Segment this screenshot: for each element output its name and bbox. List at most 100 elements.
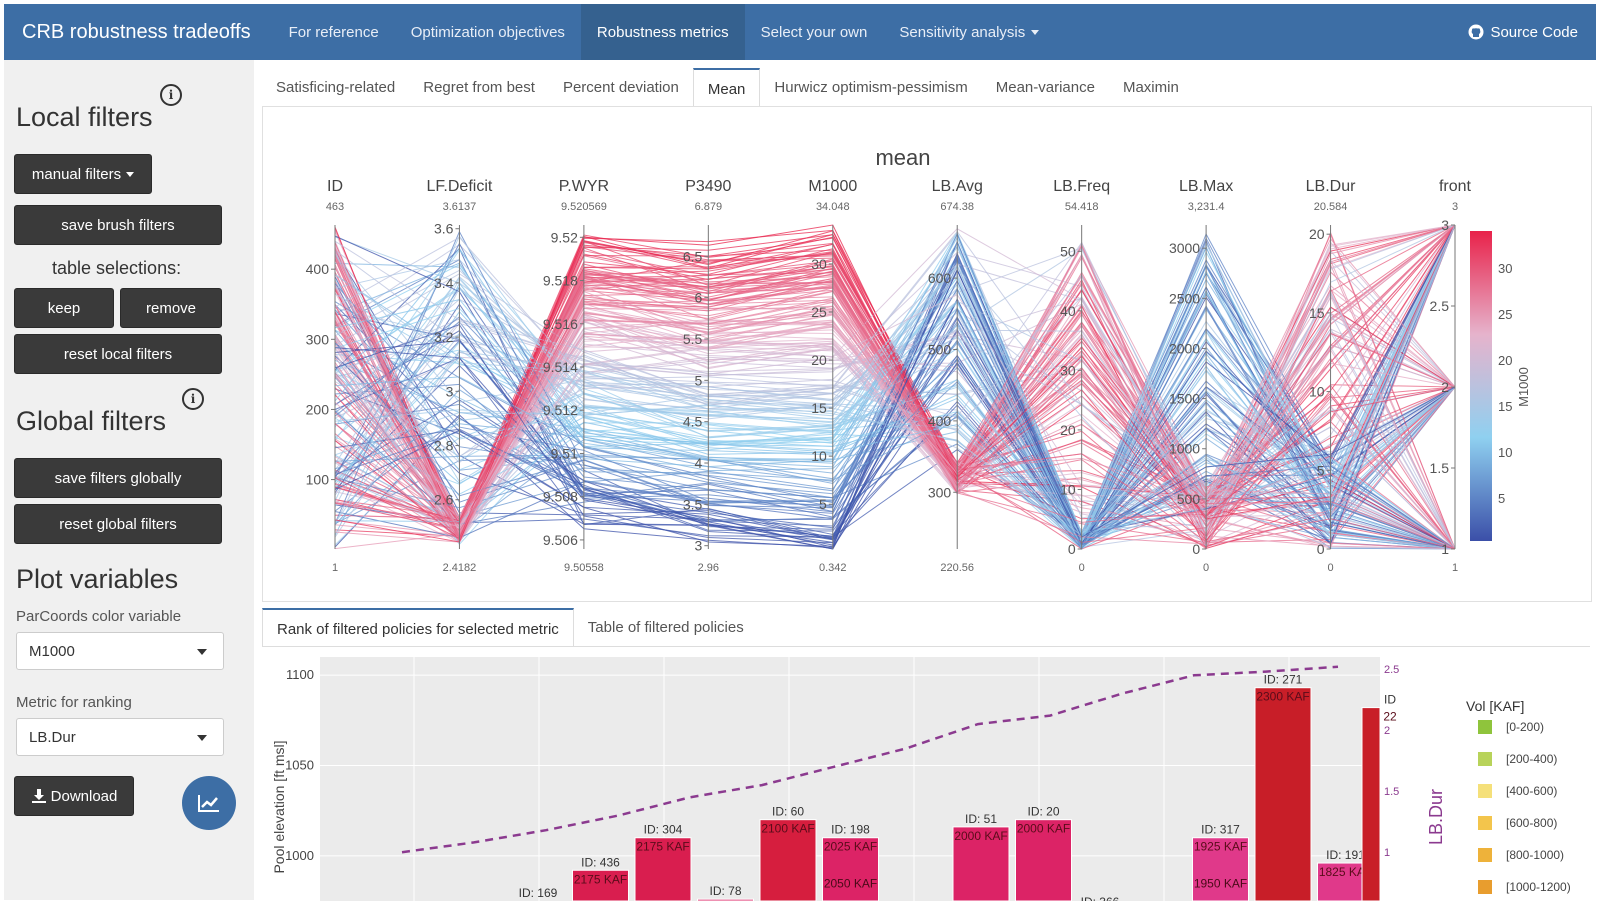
rank-bar-chart[interactable]: 1000 1050 1100 Pool elevation [ft msl] ID: 1… — [262, 647, 1462, 906]
tab-satisficing[interactable]: Satisficing-related — [276, 78, 396, 96]
metric-tabs: Satisficing-related Regret from best Per… — [262, 68, 1193, 108]
parcoords-line — [334, 240, 1456, 550]
github-icon — [1468, 24, 1484, 40]
axis-tick-label: 20 — [811, 352, 827, 368]
download-button[interactable]: Download — [14, 776, 134, 816]
axis-name: LB.Avg — [932, 178, 983, 195]
nav-sensitivity-analysis[interactable]: Sensitivity analysis — [883, 4, 1055, 60]
parcoords-line — [334, 304, 1456, 550]
plot-variables-heading: Plot variables — [16, 564, 179, 594]
nav-robustness-metrics[interactable]: Robustness metrics — [580, 4, 745, 60]
parcoords-axis[interactable]: LB.Dur 20.584 00 5 10 15 20 — [1306, 178, 1356, 574]
bar[interactable]: ID: 3661675 KAF — [1073, 895, 1126, 906]
parcoords-axis[interactable]: LF.Deficit 3.6137 2.4182 2.6 2.8 3 3.2 3.4 3.6 — [427, 178, 493, 574]
axis-min-label: 0 — [1327, 562, 1333, 574]
parcoords-axis[interactable]: front 3 11 1.5 2 2.5 3 — [1430, 178, 1472, 574]
bar[interactable]: ID: 271 2300 KAF — [1254, 673, 1312, 902]
y2-tick-label: 2 — [1384, 725, 1390, 737]
caret-down-icon — [197, 735, 207, 741]
reset-local-filters-button[interactable]: reset local filters — [14, 334, 222, 374]
axis-max-label: 3,231.4 — [1188, 201, 1225, 213]
y2-axis-label: LB.Dur — [1426, 789, 1446, 845]
tab-rank[interactable]: Rank of filtered policies for selected m… — [262, 608, 574, 648]
nav-select-your-own[interactable]: Select your own — [760, 23, 868, 41]
bar-vol-label: 1825 KAF — [1319, 865, 1372, 879]
axis-name: P3490 — [685, 178, 731, 195]
parcoords-axis[interactable]: LB.Freq 54.418 00 10 20 30 40 50 — [1053, 178, 1110, 574]
parcoords-axis[interactable]: LB.Max 3,231.4 00 500 1000 1500 2000 2500 3000 — [1169, 178, 1233, 574]
legend-item[interactable]: [400-600) — [1478, 784, 1557, 798]
parcoords-axis[interactable]: P.WYR 9.520569 9.50558 9.506 9.508 9.51 9.512 9… — [543, 178, 609, 574]
axis-tick-label: 1 — [1441, 541, 1449, 557]
axis-tick-label: 3 — [1441, 217, 1449, 233]
bar-id-label: ID: 78 — [709, 884, 741, 898]
parcoords-axis[interactable]: P3490 6.879 2.96 3 3.5 4 4.5 5 5.5 6 6.5 — [683, 178, 732, 574]
parcoords-axis[interactable]: M1000 34.048 0.342 5 10 15 20 25 30 — [808, 178, 857, 574]
metric-ranking-select[interactable]: LB.Dur — [16, 718, 224, 756]
bar[interactable]: ID: 198 2025 KAF 2050 KAF — [822, 823, 879, 902]
bar[interactable]: ID: 51 2000 KAF — [952, 812, 1010, 902]
parcoords-line — [334, 282, 1456, 550]
parcoords-line — [334, 290, 1456, 550]
legend-label: [200-400) — [1506, 752, 1558, 766]
bar-vol-label: 2000 KAF — [1017, 822, 1070, 836]
app-title[interactable]: CRB robustness tradeoffs — [22, 20, 251, 43]
manual-filters-button[interactable]: manual filters — [14, 154, 152, 194]
parcoords-line — [334, 224, 1456, 544]
bar[interactable]: ID: 317 1925 KAF 1950 KAF — [1192, 823, 1249, 902]
tab-mean-variance[interactable]: Mean-variance — [995, 78, 1095, 96]
legend-label: [1000-1200) — [1506, 880, 1571, 894]
axis-tick-label: 9.508 — [543, 489, 578, 505]
tab-hurwicz[interactable]: Hurwicz optimism-pessimism — [774, 78, 968, 96]
bar-vol-label-secondary: 2050 KAF — [824, 877, 877, 891]
bar-vol-label: 2300 KAF — [1256, 690, 1309, 704]
tab-table[interactable]: Table of filtered policies — [587, 618, 744, 636]
bar[interactable]: ID: 1692300 KAF — [511, 886, 564, 906]
bar[interactable]: ID: 304 2175 KAF — [634, 823, 692, 902]
axis-tick-label: 0 — [1192, 541, 1200, 557]
tab-mean[interactable]: Mean — [692, 68, 761, 108]
legend-swatch — [1478, 880, 1492, 894]
parallel-coordinates-chart[interactable]: meanID4631100200300400LF.Deficit3.61372.… — [263, 107, 1591, 601]
bar[interactable]: ID: 20 2000 KAF — [1015, 805, 1072, 902]
nav-for-reference[interactable]: For reference — [288, 23, 379, 41]
keep-button[interactable]: keep — [14, 288, 114, 328]
save-filters-globally-button[interactable]: save filters globally — [14, 458, 222, 498]
color-variable-select[interactable]: M1000 — [16, 632, 224, 670]
bar[interactable]: ID: 436 2175 KAF — [572, 855, 629, 902]
source-code-link[interactable]: Source Code — [1468, 24, 1596, 41]
legend-label: [600-800) — [1506, 816, 1558, 830]
info-icon[interactable]: i — [182, 388, 204, 410]
axis-name: LB.Freq — [1053, 178, 1110, 195]
legend-item[interactable]: [200-400) — [1478, 752, 1557, 766]
remove-button[interactable]: remove — [120, 288, 222, 328]
tab-percent-deviation[interactable]: Percent deviation — [562, 78, 679, 96]
colorbar — [1470, 231, 1492, 541]
reset-global-filters-button[interactable]: reset global filters — [14, 504, 222, 544]
local-filters-heading: Local filters — [16, 102, 153, 132]
axis-tick-label: 0 — [1068, 541, 1076, 557]
parcoords-axis[interactable]: LB.Avg 674.38 220.56 300 400 500 600 — [928, 178, 983, 574]
axis-tick-label: 20 — [1309, 226, 1325, 242]
caret-down-icon — [1031, 29, 1040, 35]
save-brush-filters-button[interactable]: save brush filters — [14, 205, 222, 245]
nav-optimization-objectives[interactable]: Optimization objectives — [410, 23, 565, 41]
axis-tick-label: 3.2 — [434, 329, 454, 345]
bar-rect — [1015, 819, 1072, 902]
axis-max-label: 3.6137 — [443, 201, 477, 213]
tab-maximin[interactable]: Maximin — [1122, 78, 1179, 96]
chart-button[interactable] — [182, 776, 236, 830]
info-icon[interactable]: i — [160, 84, 182, 106]
legend-swatch — [1478, 848, 1492, 862]
legend-item[interactable]: [800-1000) — [1478, 848, 1564, 862]
axis-tick-label: 2.5 — [1430, 298, 1450, 314]
legend-item[interactable]: [1000-1200) — [1478, 880, 1571, 894]
legend-item[interactable]: [600-800) — [1478, 816, 1557, 830]
legend-label: [0-200) — [1506, 720, 1545, 734]
axis-max-label: 34.048 — [816, 201, 850, 213]
tab-regret[interactable]: Regret from best — [423, 78, 535, 96]
parcoords-axis[interactable]: ID 463 1 100 200 300 400 — [306, 178, 345, 574]
parcoords-line — [334, 224, 1456, 543]
legend-item[interactable]: [0-200) — [1478, 720, 1544, 734]
bar-id-label: ID: 317 — [1201, 823, 1240, 837]
